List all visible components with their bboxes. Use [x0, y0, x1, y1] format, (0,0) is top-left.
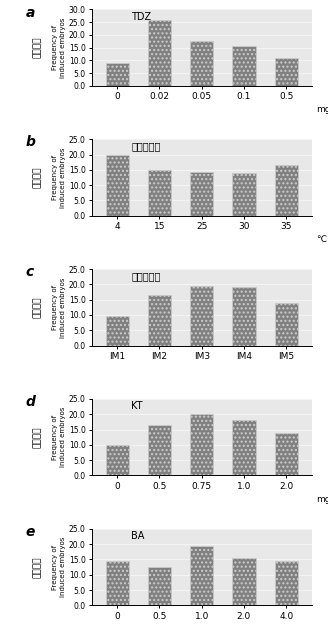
Text: Frequency of
induced embryos: Frequency of induced embryos [52, 537, 66, 597]
Text: 诱导导率: 诱导导率 [32, 426, 41, 448]
Bar [190, 545, 213, 605]
Text: d: d [26, 395, 36, 409]
Bar [106, 155, 129, 216]
Bar [106, 445, 129, 475]
Text: BA: BA [132, 531, 145, 541]
Bar [232, 173, 256, 216]
Bar [148, 170, 171, 216]
Text: Frequency of
induced embryos: Frequency of induced embryos [52, 17, 66, 78]
Bar [148, 567, 171, 605]
Text: TDZ: TDZ [132, 12, 152, 22]
Text: 诱导导率: 诱导导率 [32, 296, 41, 318]
Bar [190, 414, 213, 475]
Text: 诱导导率: 诱导导率 [32, 557, 41, 578]
Bar [275, 561, 298, 605]
Bar [148, 425, 171, 475]
Text: 诱导导率: 诱导导率 [32, 37, 41, 58]
Text: mg·L⁻¹: mg·L⁻¹ [316, 495, 328, 504]
Text: mg·L⁻¹: mg·L⁻¹ [316, 105, 328, 114]
Text: e: e [26, 525, 35, 539]
Bar [275, 303, 298, 346]
Text: Frequency of
induced embryos: Frequency of induced embryos [52, 407, 66, 467]
Text: b: b [26, 135, 36, 149]
Bar [232, 46, 256, 85]
Bar [232, 421, 256, 475]
Bar [275, 432, 298, 475]
Bar [275, 58, 298, 85]
Bar [190, 286, 213, 346]
Bar [106, 316, 129, 346]
Bar [148, 295, 171, 346]
Text: 诱导培养基: 诱导培养基 [132, 271, 161, 281]
Bar [232, 288, 256, 346]
Text: KT: KT [132, 401, 143, 411]
Bar [148, 19, 171, 85]
Bar [232, 558, 256, 605]
Text: c: c [26, 265, 34, 280]
Text: 诱导导率: 诱导导率 [32, 167, 41, 188]
Text: Frequency of
induced embryos: Frequency of induced embryos [52, 147, 66, 208]
Text: Frequency of
induced embryos: Frequency of induced embryos [52, 277, 66, 338]
Bar [190, 41, 213, 85]
Text: 预处理温度: 预处理温度 [132, 142, 161, 152]
Text: a: a [26, 6, 35, 19]
Text: ℃: ℃ [316, 235, 326, 244]
Bar [106, 63, 129, 85]
Bar [106, 561, 129, 605]
Bar [190, 172, 213, 216]
Bar [275, 165, 298, 216]
